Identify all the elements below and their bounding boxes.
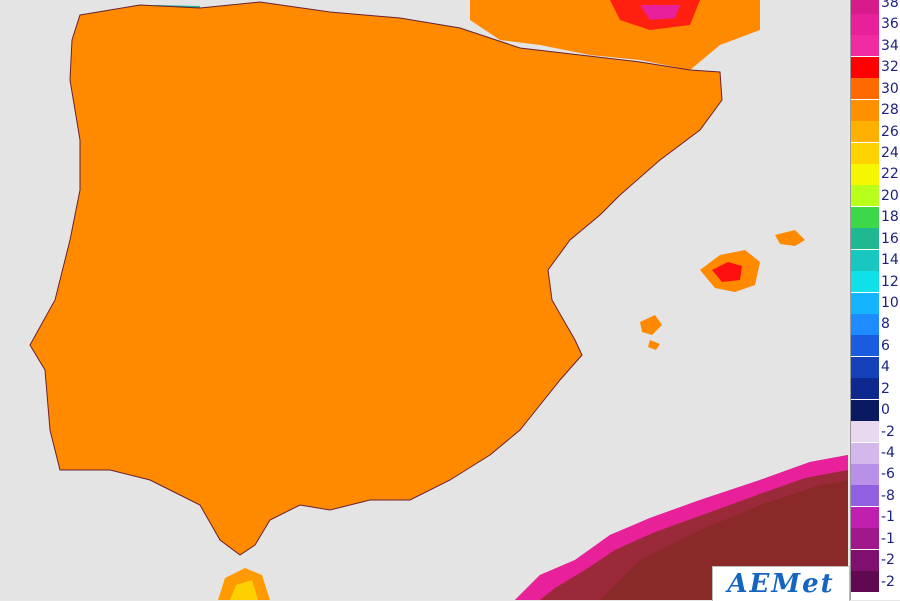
- legend-entry: -4: [851, 442, 900, 464]
- legend-label: 20: [881, 187, 899, 204]
- legend-entry: 18: [851, 206, 900, 228]
- legend-entry: -2: [851, 549, 900, 571]
- legend-swatch: [851, 142, 879, 164]
- legend-label: -2: [881, 573, 895, 590]
- legend-label: 10: [881, 295, 899, 311]
- legend-entry: 30: [851, 78, 900, 100]
- north-africa-coast-band: [515, 455, 848, 600]
- legend-entry: -2: [851, 421, 900, 443]
- legend-entry: -1: [851, 506, 900, 528]
- legend-swatch: [851, 571, 879, 593]
- map-canvas: [29, 0, 848, 600]
- legend-entry: 32: [851, 56, 900, 78]
- legend-entry: 38: [851, 0, 900, 14]
- legend-entry: 0: [851, 399, 900, 421]
- legend-label: -6: [881, 466, 895, 483]
- legend-label: 18: [881, 209, 899, 226]
- legend-label: 36: [881, 16, 899, 33]
- legend-swatch: [851, 399, 879, 421]
- legend-entry: 36: [851, 13, 900, 35]
- legend-entry: 10: [851, 292, 900, 314]
- legend-label: 24: [881, 145, 899, 161]
- ibiza-island: [640, 315, 662, 335]
- legend-entry: 14: [851, 249, 900, 271]
- legend-entry: 24: [851, 142, 900, 164]
- legend-entry: 4: [851, 356, 900, 378]
- legend-swatch: [851, 442, 879, 464]
- legend-swatch: [851, 271, 879, 293]
- legend-swatch: [851, 13, 879, 35]
- legend-swatch: [851, 292, 879, 314]
- menorca-island: [775, 230, 805, 246]
- legend-swatch: [851, 56, 879, 78]
- legend-entry: -8: [851, 485, 900, 507]
- legend-label: 22: [881, 166, 899, 183]
- legend-label: 4: [881, 359, 890, 376]
- legend-label: 32: [881, 59, 899, 76]
- legend-swatch: [851, 549, 879, 571]
- legend-label: 14: [881, 252, 899, 269]
- legend-swatch: [851, 228, 879, 250]
- legend-entry: 28: [851, 99, 900, 121]
- legend-label: 30: [881, 80, 899, 97]
- legend-swatch: [851, 0, 879, 14]
- legend-swatch: [851, 163, 879, 185]
- legend-swatch: [851, 99, 879, 121]
- legend-label: -8: [881, 487, 895, 504]
- legend-swatch: [851, 121, 879, 143]
- legend-entry: 16: [851, 228, 900, 250]
- legend-label: 8: [881, 316, 890, 333]
- temperature-map: [29, 0, 848, 600]
- legend-swatch: [851, 378, 879, 400]
- legend-entry: -1: [851, 528, 900, 550]
- legend-swatch: [851, 506, 879, 528]
- legend-entry: 22: [851, 163, 900, 185]
- legend-entry: 26: [851, 121, 900, 143]
- legend-label: 16: [881, 230, 899, 247]
- legend-entry: 2: [851, 378, 900, 400]
- legend-entry: -2: [851, 571, 900, 593]
- legend-swatch: [851, 78, 879, 100]
- legend-swatch: [851, 35, 879, 57]
- legend-swatch: [851, 206, 879, 228]
- legend-label: -4: [881, 445, 895, 461]
- legend-swatch: [851, 249, 879, 271]
- legend-entry: 34: [851, 35, 900, 57]
- legend-label: -2: [881, 552, 895, 569]
- legend-swatch: [851, 485, 879, 507]
- legend-label: 0: [881, 402, 890, 419]
- legend-label: 28: [881, 102, 899, 119]
- legend-label: -2: [881, 423, 895, 440]
- legend-label: 12: [881, 273, 899, 290]
- legend-swatch: [851, 335, 879, 357]
- legend-entry: 12: [851, 271, 900, 293]
- legend-swatch: [851, 463, 879, 485]
- legend-label: -1: [881, 530, 895, 547]
- legend-label: -1: [881, 509, 895, 526]
- legend-label: 6: [881, 337, 890, 354]
- legend-swatch: [851, 356, 879, 378]
- legend-swatch: [851, 528, 879, 550]
- legend-swatch: [851, 185, 879, 207]
- legend-entry: 8: [851, 313, 900, 335]
- legend-label: 26: [881, 123, 899, 140]
- legend-swatch: [851, 421, 879, 443]
- temperature-legend: 38 36 34 32 30 28 26 24 22 20 18 16 14 12 10 8 6 4 2 0 -2 -4-…: [850, 0, 900, 600]
- logo-text: AEMet: [727, 569, 835, 599]
- legend-label: 34: [881, 37, 899, 54]
- legend-label: 38: [881, 0, 899, 11]
- legend-entry: -6: [851, 463, 900, 485]
- legend-entry: 20: [851, 185, 900, 207]
- legend-swatch: [851, 313, 879, 335]
- aemet-logo: AEMet: [712, 566, 850, 601]
- legend-label: 2: [881, 380, 890, 397]
- legend-entry: 6: [851, 335, 900, 357]
